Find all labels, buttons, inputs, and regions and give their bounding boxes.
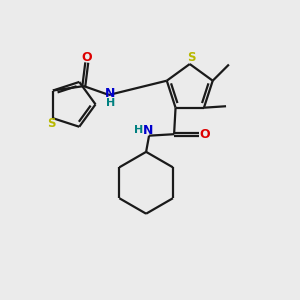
Text: H: H xyxy=(134,125,143,135)
Text: S: S xyxy=(187,51,196,64)
Text: N: N xyxy=(142,124,153,137)
Text: O: O xyxy=(199,128,210,141)
Text: H: H xyxy=(106,98,115,108)
Text: O: O xyxy=(82,51,92,64)
Text: N: N xyxy=(105,87,116,100)
Text: S: S xyxy=(47,117,56,130)
